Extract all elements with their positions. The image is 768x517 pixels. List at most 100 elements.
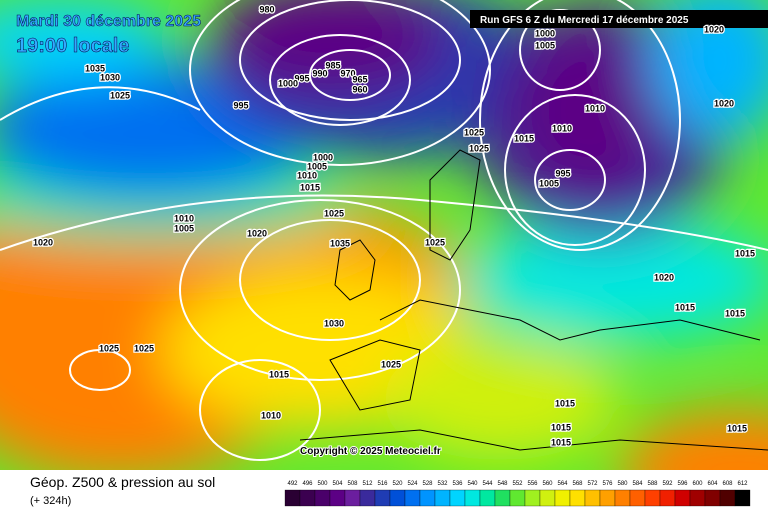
scale-swatch xyxy=(659,489,676,507)
scale-swatch xyxy=(449,489,466,507)
isobar-label: 980 xyxy=(259,4,274,14)
scale-label: 524 xyxy=(407,481,418,487)
scale-swatch xyxy=(464,489,481,507)
scale-swatch xyxy=(539,489,556,507)
scale-label: 560 xyxy=(542,481,553,487)
isobar-label: 1005 xyxy=(535,40,555,50)
isobar-label: 1015 xyxy=(555,398,575,408)
scale-swatch xyxy=(569,489,586,507)
scale-swatch xyxy=(719,489,736,507)
scale-swatch xyxy=(674,489,691,507)
scale-label: 540 xyxy=(467,481,478,487)
scale-swatch xyxy=(644,489,661,507)
scale-label: 520 xyxy=(392,481,403,487)
scale-label: 588 xyxy=(647,481,658,487)
isobar-label: 1005 xyxy=(539,178,559,188)
isobar-label: 1030 xyxy=(100,72,120,82)
isobar-label: 1005 xyxy=(174,223,194,233)
isobar-label: 1025 xyxy=(425,237,445,247)
isobar-label: 990 xyxy=(312,68,327,78)
scale-label: 516 xyxy=(377,481,388,487)
scale-label: 532 xyxy=(437,481,448,487)
isobar-label: 1020 xyxy=(654,272,674,282)
isobar-label: 1020 xyxy=(33,237,53,247)
isobar-label: 1020 xyxy=(704,24,724,34)
isobar-label: 1025 xyxy=(99,343,119,353)
scale-swatch xyxy=(734,489,751,507)
scale-label: 500 xyxy=(317,481,328,487)
isobar-label: 1010 xyxy=(174,213,194,223)
scale-label: 552 xyxy=(512,481,523,487)
scale-label: 584 xyxy=(632,481,643,487)
isobar-label: 1010 xyxy=(552,123,572,133)
isobar-label: 1015 xyxy=(551,422,571,432)
scale-label: 580 xyxy=(617,481,628,487)
scale-label: 536 xyxy=(452,481,463,487)
isobar-label: 1035 xyxy=(85,63,105,73)
color-scale: 492 496 500 504 508 512 516 520 524 528 532 536 540 5… xyxy=(284,481,751,507)
isobar-label: 1010 xyxy=(261,410,281,420)
isobar-labels: 1035103010259809951000990985970965960995… xyxy=(32,3,757,449)
scale-swatch xyxy=(599,489,616,507)
copyright: Copyright © 2025 Meteociel.fr xyxy=(300,446,441,457)
isobar-label: 995 xyxy=(294,73,309,83)
scale-swatch xyxy=(494,489,511,507)
scale-label: 548 xyxy=(497,481,508,487)
isobar-label: 960 xyxy=(352,84,367,94)
isobar-label: 1005 xyxy=(307,161,327,171)
scale-label: 544 xyxy=(482,481,493,487)
date: Mardi 30 décembre 2025 xyxy=(16,13,201,30)
footer-title: Géop. Z500 & pression au sol xyxy=(30,474,215,490)
isobar-label: 1025 xyxy=(110,90,130,100)
scale-label: 576 xyxy=(602,481,613,487)
isobar-label: 1035 xyxy=(330,238,350,248)
time: 19:00 locale xyxy=(16,35,129,57)
scale-swatch xyxy=(404,489,421,507)
isobar-label: 1025 xyxy=(464,127,484,137)
isobar-label: 1000 xyxy=(278,78,298,88)
scale-label: 608 xyxy=(722,481,733,487)
scale-label: 572 xyxy=(587,481,598,487)
isobar-label: 985 xyxy=(325,60,340,70)
run-info: Run GFS 6 Z du Mercredi 17 décembre 2025 xyxy=(480,15,689,26)
run-banner xyxy=(470,10,768,28)
isobar-label: 965 xyxy=(352,74,367,84)
isobar-label: 1015 xyxy=(300,182,320,192)
scale-label: 564 xyxy=(557,481,568,487)
isobar-label: 1025 xyxy=(381,359,401,369)
scale-swatch xyxy=(434,489,451,507)
isobar-label: 995 xyxy=(233,100,248,110)
coastlines xyxy=(299,149,768,451)
scale-label: 512 xyxy=(362,481,373,487)
scale-swatch xyxy=(704,489,721,507)
scale-label: 596 xyxy=(677,481,688,487)
scale-label: 612 xyxy=(737,481,748,487)
isobar-label: 1030 xyxy=(324,318,344,328)
isobar-label: 1015 xyxy=(727,423,747,433)
scale-swatch xyxy=(524,489,541,507)
scale-swatch xyxy=(629,489,646,507)
scale-swatch xyxy=(614,489,631,507)
scale-swatch xyxy=(389,489,406,507)
scale-label: 496 xyxy=(302,481,313,487)
scale-swatch xyxy=(344,489,361,507)
scale-label: 604 xyxy=(707,481,718,487)
scale-swatch xyxy=(509,489,526,507)
scale-swatch xyxy=(284,489,301,507)
isobar-label: 1015 xyxy=(514,133,534,143)
scale-label: 508 xyxy=(347,481,358,487)
isobar-label: 1000 xyxy=(313,152,333,162)
scale-label: 600 xyxy=(692,481,703,487)
isobar-label: 1015 xyxy=(675,302,695,312)
isobar-label: 970 xyxy=(340,68,355,78)
scale-swatch xyxy=(329,489,346,507)
isobar-label: 1025 xyxy=(469,143,489,153)
isobar-label: 1000 xyxy=(535,28,555,38)
scale-swatch xyxy=(374,489,391,507)
scale-swatch xyxy=(584,489,601,507)
isobars xyxy=(0,0,768,461)
scale-label: 504 xyxy=(332,481,343,487)
isobar-label: 1020 xyxy=(714,98,734,108)
